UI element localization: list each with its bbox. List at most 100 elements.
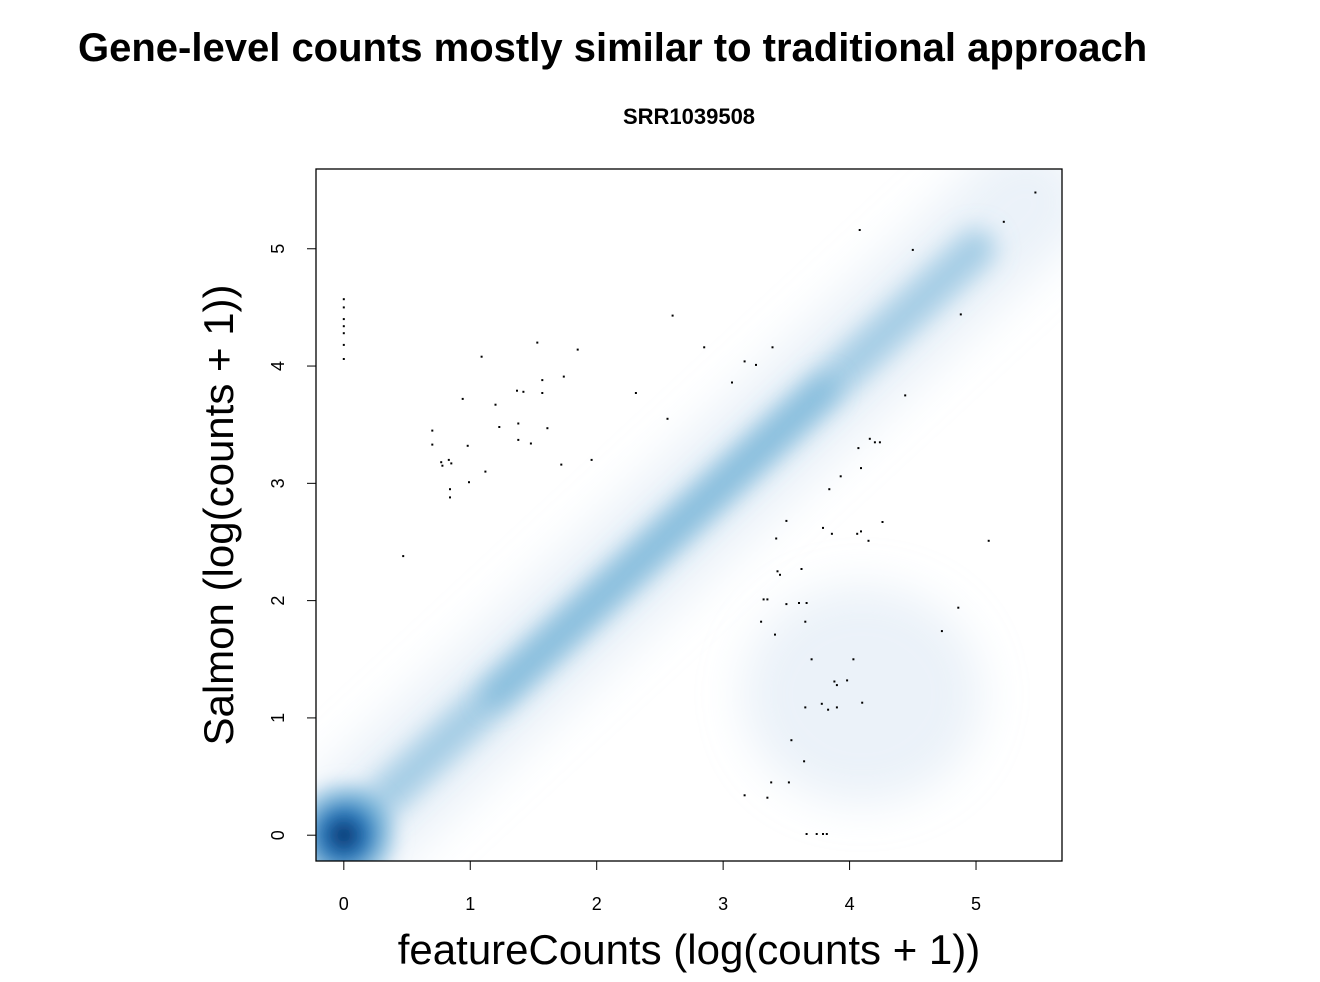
data-point <box>833 680 836 683</box>
chart-title: SRR1039508 <box>623 104 755 129</box>
data-point <box>449 496 451 499</box>
data-point <box>858 229 861 231</box>
data-point <box>755 363 757 366</box>
data-point <box>703 346 706 349</box>
data-point <box>517 422 520 425</box>
data-point <box>779 573 781 576</box>
data-point <box>541 392 544 394</box>
data-point <box>529 442 532 445</box>
data-point <box>450 462 453 465</box>
data-point <box>839 475 842 478</box>
data-point <box>785 519 788 522</box>
data-point <box>766 598 769 601</box>
data-point <box>1034 191 1037 194</box>
x-tick-label: 3 <box>718 894 728 914</box>
data-point <box>857 447 860 450</box>
data-point <box>494 403 497 406</box>
data-point <box>536 341 539 344</box>
data-point <box>861 701 864 704</box>
data-point <box>484 470 487 473</box>
data-point <box>774 633 776 636</box>
data-point <box>868 437 871 440</box>
data-point <box>743 794 746 797</box>
plot-frame <box>315 168 1063 862</box>
data-point <box>342 343 345 346</box>
data-point <box>835 684 838 687</box>
data-point <box>785 603 788 606</box>
points-layer <box>342 191 1037 835</box>
data-point <box>881 521 884 523</box>
data-point <box>342 318 345 321</box>
data-point <box>560 463 563 466</box>
data-point <box>766 796 769 799</box>
data-point <box>873 441 876 444</box>
data-point <box>498 426 501 428</box>
data-point <box>431 429 434 432</box>
data-point <box>904 394 907 397</box>
data-point <box>731 381 733 384</box>
data-point <box>342 306 345 309</box>
data-point <box>940 630 943 633</box>
data-point <box>787 781 790 784</box>
y-tick-label: 5 <box>268 244 288 254</box>
y-tick-label: 4 <box>268 361 288 371</box>
data-point <box>790 739 793 742</box>
data-point <box>959 313 962 316</box>
data-point <box>762 598 765 601</box>
data-point <box>878 441 881 444</box>
data-point <box>541 379 544 382</box>
data-point <box>590 458 593 461</box>
data-point <box>825 833 828 835</box>
data-point <box>517 438 520 441</box>
data-point <box>987 539 990 542</box>
data-point <box>516 389 518 392</box>
data-point <box>810 658 813 661</box>
y-tick-label: 3 <box>268 478 288 488</box>
x-tick-label: 4 <box>845 894 855 914</box>
data-point <box>760 620 763 623</box>
data-point <box>820 702 823 705</box>
data-point <box>775 537 778 540</box>
data-point <box>803 760 806 763</box>
density-diagonal-ridge <box>482 376 838 708</box>
density-lower-right-haze <box>742 584 983 805</box>
x-axis: 0 1 2 3 4 5 <box>339 861 981 914</box>
data-point <box>342 298 345 301</box>
data-point <box>776 570 779 573</box>
data-point <box>846 679 849 682</box>
data-point <box>576 348 579 351</box>
data-point <box>805 833 808 835</box>
data-point <box>440 461 443 464</box>
data-point <box>441 464 444 467</box>
x-tick-label: 5 <box>971 894 981 914</box>
data-point <box>743 360 746 363</box>
data-point <box>815 833 818 835</box>
x-axis-label: featureCounts (log(counts + 1)) <box>398 926 980 973</box>
data-point <box>828 488 831 491</box>
data-point <box>671 314 674 317</box>
data-point <box>827 708 830 711</box>
data-point <box>804 706 807 709</box>
data-point <box>342 358 345 360</box>
x-tick-label: 0 <box>339 894 349 914</box>
data-point <box>856 532 859 535</box>
data-point <box>860 530 862 533</box>
data-point <box>562 375 565 378</box>
data-point <box>342 332 345 335</box>
data-point <box>911 248 914 251</box>
data-point <box>822 833 824 835</box>
data-point <box>402 555 405 558</box>
data-point <box>431 443 434 446</box>
data-point <box>822 526 824 529</box>
data-point <box>860 467 862 470</box>
data-point <box>466 444 469 447</box>
slide-title: Gene-level counts mostly similar to trad… <box>78 26 1148 70</box>
data-point <box>805 602 808 604</box>
data-point <box>957 606 960 609</box>
y-tick-label: 1 <box>268 713 288 723</box>
data-point <box>1002 220 1005 223</box>
density-layer <box>316 169 1062 861</box>
data-point <box>771 346 774 349</box>
data-point <box>468 481 470 484</box>
data-point <box>770 781 773 784</box>
